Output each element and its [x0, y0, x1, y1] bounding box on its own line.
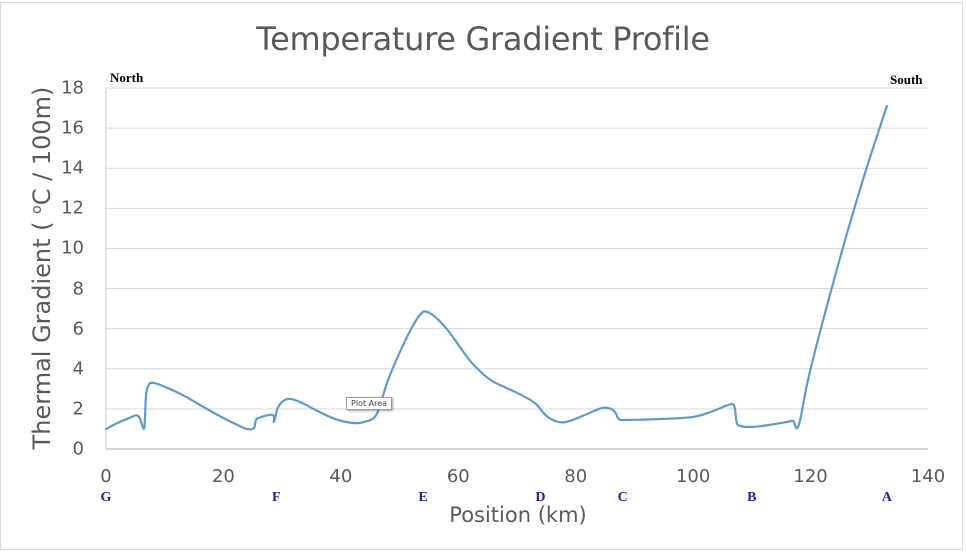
station-label-e: E: [418, 490, 428, 505]
y-tick-label: 4: [72, 358, 84, 380]
station-label-b: B: [747, 490, 757, 505]
x-tick-label: 0: [100, 466, 112, 487]
x-tick-label: 140: [910, 466, 946, 487]
direction-label-north: North: [110, 70, 144, 85]
station-label-a: A: [881, 490, 892, 505]
x-tick-label: 40: [329, 466, 353, 487]
x-tick-label: 60: [446, 466, 470, 487]
plot-area-tooltip: Plot Area: [346, 397, 393, 410]
station-label-c: C: [617, 490, 628, 505]
y-tick-label: 0: [72, 438, 84, 460]
y-tick-label: 2: [72, 398, 84, 420]
thermal-gradient-line[interactable]: [104, 104, 888, 431]
y-tick-label: 12: [61, 197, 84, 219]
x-tick-label: 80: [564, 466, 588, 487]
station-label-f: F: [271, 490, 281, 505]
x-tick-label: 100: [675, 466, 711, 487]
station-label-g: G: [100, 490, 112, 505]
x-axis-label: Position (km): [449, 503, 587, 527]
chart-title: Temperature Gradient Profile: [256, 20, 710, 58]
y-tick-label: 18: [61, 77, 84, 99]
y-tick-label: 16: [61, 117, 84, 139]
gridlines: [106, 87, 928, 450]
x-tick-label: 120: [793, 466, 828, 487]
y-tick-label: 10: [61, 237, 84, 259]
direction-label-south: South: [890, 72, 923, 87]
x-tick-label: 20: [211, 466, 235, 487]
station-label-d: D: [535, 490, 546, 505]
y-tick-label: 14: [61, 157, 84, 179]
y-tick-label: 8: [72, 278, 84, 300]
y-tick-label: 6: [72, 318, 84, 340]
